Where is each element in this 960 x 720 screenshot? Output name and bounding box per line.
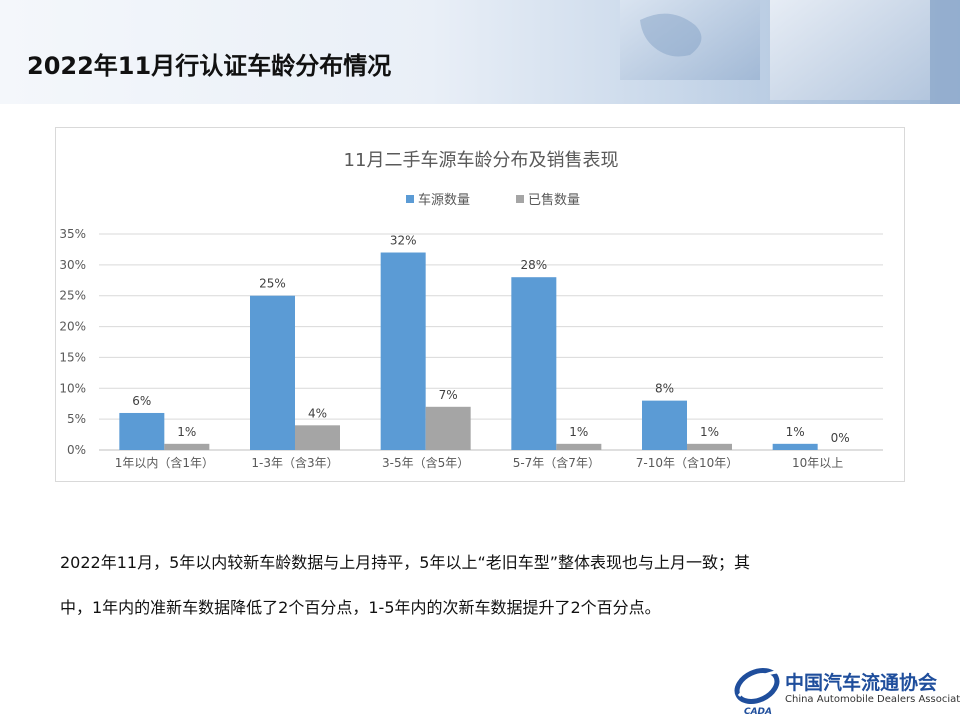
- data-label: 6%: [132, 394, 151, 408]
- summary-line-1: 2022年11月，5年以内较新车龄数据与上月持平，5年以上“老旧车型”整体表现也…: [60, 553, 751, 572]
- cada-logo: CADA 中国汽车流通协会 China Automobile Dealers A…: [733, 660, 960, 720]
- data-label: 7%: [439, 388, 458, 402]
- bar-listings: [250, 295, 295, 450]
- bar-listings: [772, 443, 818, 450]
- logo-mark-text: CADA: [744, 707, 772, 717]
- chart-frame: 11月二手车源车龄分布及销售表现 车源数量 已售数量 0% 5% 10% 15% 20% 2…: [55, 127, 905, 482]
- header-banner: 2022年11月行认证车龄分布情况: [0, 0, 960, 104]
- x-axis: 1年以内（含1年） 1-3年（含3年） 3-5年（含5年） 5-7年（含7年） 7-10…: [115, 455, 844, 470]
- x-tick-label: 1-3年（含3年）: [251, 455, 338, 470]
- legend-swatch-1: [516, 195, 524, 203]
- bar-sold: [295, 425, 340, 450]
- chart-gridlines: [99, 233, 883, 451]
- data-label: 32%: [390, 234, 417, 248]
- data-label: 0%: [831, 431, 850, 445]
- y-tick-label: 15%: [59, 350, 86, 364]
- legend-swatch-0: [406, 195, 414, 203]
- y-tick-label: 0%: [67, 443, 86, 457]
- y-tick-label: 20%: [59, 320, 86, 334]
- header-decoration: [620, 0, 960, 104]
- data-label: 1%: [569, 425, 588, 439]
- bar-sold: [425, 406, 471, 450]
- data-label: 1%: [177, 425, 196, 439]
- data-label: 8%: [655, 382, 674, 396]
- bar-listings: [380, 252, 426, 450]
- bar-listings: [119, 412, 165, 450]
- data-label: 25%: [259, 277, 286, 291]
- summary-line-2: 中，1年内的准新车数据降低了2个百分点，1-5年内的次新车数据提升了2个百分点。: [60, 598, 661, 617]
- x-tick-label: 5-7年（含7年）: [513, 455, 600, 470]
- x-tick-label: 3-5年（含5年）: [382, 455, 469, 470]
- x-tick-label: 7-10年（含10年）: [636, 455, 739, 470]
- chart-legend: 车源数量 已售数量: [406, 192, 580, 208]
- bar-sold: [687, 443, 732, 450]
- y-tick-label: 35%: [59, 227, 86, 241]
- data-label: 1%: [786, 425, 805, 439]
- legend-label-0: 车源数量: [418, 192, 470, 208]
- y-tick-label: 30%: [59, 258, 86, 272]
- logo-name-cn: 中国汽车流通协会: [785, 672, 938, 694]
- y-tick-label: 10%: [59, 381, 86, 395]
- y-tick-label: 5%: [67, 412, 86, 426]
- chart-title: 11月二手车源车龄分布及销售表现: [344, 150, 619, 171]
- page-title: 2022年11月行认证车龄分布情况: [27, 52, 392, 80]
- x-tick-label: 10年以上: [792, 456, 843, 470]
- legend-label-1: 已售数量: [528, 192, 580, 208]
- bar-sold: [164, 443, 210, 450]
- bar-chart: 11月二手车源车龄分布及销售表现 车源数量 已售数量 0% 5% 10% 15% 20% 2…: [59, 150, 883, 470]
- data-label: 4%: [308, 406, 327, 420]
- bar-listings: [511, 277, 557, 450]
- data-label: 1%: [700, 425, 719, 439]
- x-tick-label: 1年以内（含1年）: [115, 455, 214, 470]
- chart-bars: 6% 1% 25% 4% 32% 7% 28% 1% 8% 1% 1% 0%: [119, 234, 850, 450]
- bar-sold: [556, 443, 602, 450]
- logo-name-en: China Automobile Dealers Association: [785, 694, 960, 705]
- y-axis: 0% 5% 10% 15% 20% 25% 30% 35%: [59, 227, 86, 457]
- bar-listings: [642, 400, 687, 450]
- summary-text: 2022年11月，5年以内较新车龄数据与上月持平，5年以上“老旧车型”整体表现也…: [60, 540, 900, 630]
- data-label: 28%: [520, 258, 547, 272]
- cada-logo-icon: CADA: [734, 668, 780, 717]
- y-tick-label: 25%: [59, 289, 86, 303]
